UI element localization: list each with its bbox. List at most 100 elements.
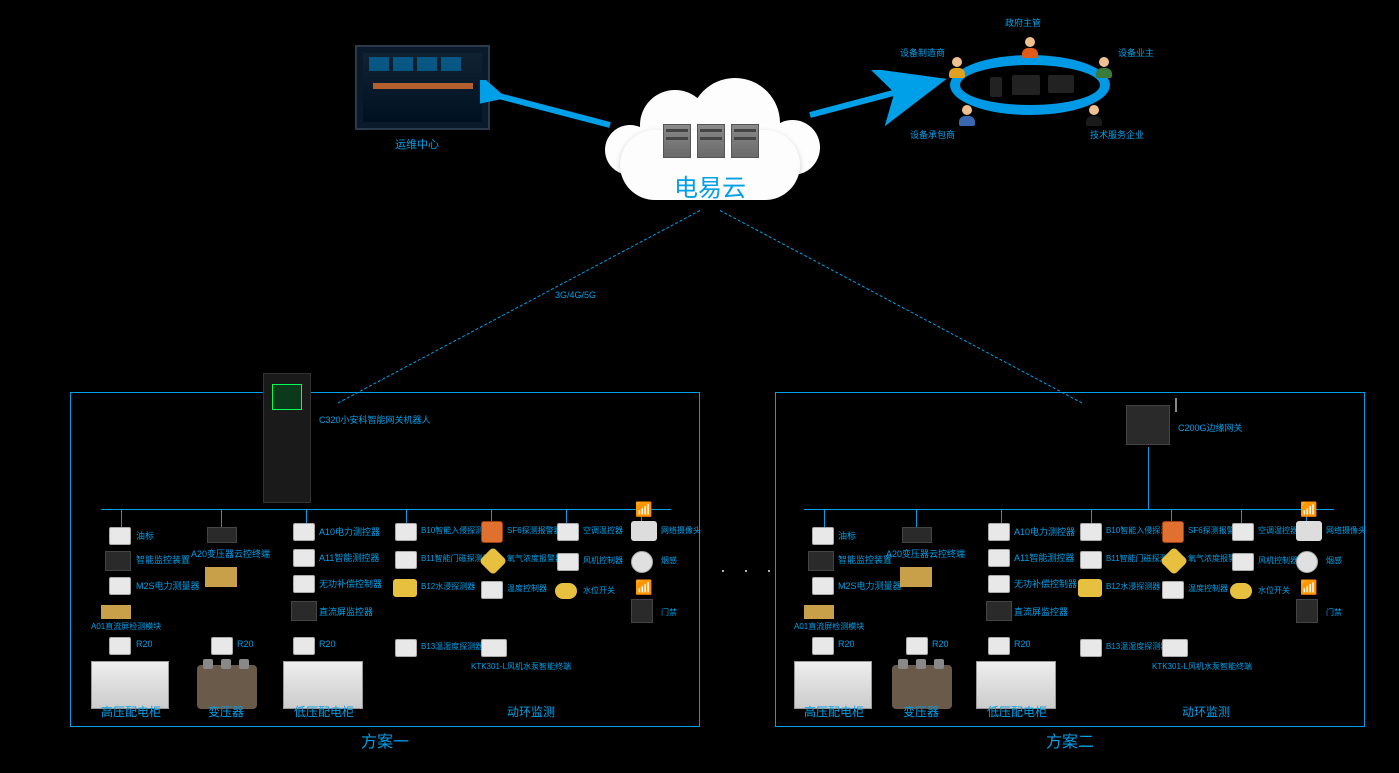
dev-label: B13温湿度探测器 bbox=[1106, 641, 1168, 652]
person-icon bbox=[1095, 57, 1113, 79]
server-icon bbox=[663, 124, 691, 158]
smoke-icon bbox=[631, 551, 653, 573]
desktop-icon bbox=[1048, 75, 1074, 93]
dev-label: 直流屏监控器 bbox=[1014, 605, 1068, 618]
hv-cabinet-icon bbox=[91, 661, 169, 709]
dashed-line-right bbox=[720, 210, 1082, 403]
person-icon bbox=[958, 105, 976, 127]
hv-cabinet-icon bbox=[794, 661, 872, 709]
dev-label: 油标 bbox=[838, 529, 856, 542]
section-env-label: 动环监测 bbox=[471, 703, 591, 720]
dev-label: 烟感 bbox=[1326, 555, 1342, 566]
gateway-box bbox=[1126, 405, 1170, 445]
gateway-label: C200G边缘网关 bbox=[1178, 421, 1243, 434]
dev-label: A11智能测控器 bbox=[1014, 551, 1074, 564]
dev-label: 门禁 bbox=[661, 607, 677, 618]
stakeholder-ring bbox=[930, 35, 1130, 135]
dev-label: B13温湿度探测器 bbox=[421, 641, 483, 652]
cloud-title: 电易云 bbox=[605, 168, 815, 203]
door-icon bbox=[1296, 599, 1318, 623]
dev-label: 网络摄像头 bbox=[1326, 525, 1366, 536]
section-lv-label: 低压配电柜 bbox=[279, 703, 369, 720]
dev-label: R20 bbox=[1014, 639, 1031, 649]
dev-label: M2S电力测量器 bbox=[136, 579, 200, 592]
scheme-1-title: 方案一 bbox=[71, 728, 699, 752]
dev-label: A20变压器云控终端 bbox=[886, 547, 965, 560]
stakeholder-top-label: 政府主管 bbox=[1005, 16, 1041, 29]
dashed-line-left bbox=[338, 210, 700, 403]
dev-label: M2S电力测量器 bbox=[838, 579, 902, 592]
server-icon bbox=[697, 124, 725, 158]
dev-label: 风机控制器 bbox=[1258, 555, 1298, 566]
dev-label: 门禁 bbox=[1326, 607, 1342, 618]
dev-label: B12水浸探测器 bbox=[421, 581, 475, 592]
network-label: 3G/4G/5G bbox=[555, 290, 596, 300]
dev-label: 智能监控装置 bbox=[838, 553, 892, 566]
section-env-label: 动环监测 bbox=[1146, 703, 1266, 720]
dev-label: 无功补偿控制器 bbox=[1014, 577, 1077, 590]
arrow-to-stakeholders bbox=[800, 70, 950, 130]
phone-icon bbox=[990, 77, 1002, 97]
section-hv-label: 高压配电柜 bbox=[794, 703, 874, 720]
section-xfmr-label: 变压器 bbox=[886, 703, 956, 720]
lv-cabinet-icon bbox=[976, 661, 1056, 709]
dev-label: 直流屏监控器 bbox=[319, 605, 373, 618]
gateway-cabinet bbox=[263, 373, 311, 503]
dev-label: 油标 bbox=[136, 529, 154, 542]
dev-label: SF6探测报警器 bbox=[507, 525, 562, 536]
stakeholder-ul-label: 设备制造商 bbox=[900, 46, 945, 59]
monitoring-center-image bbox=[355, 45, 490, 130]
door-icon bbox=[631, 599, 653, 623]
server-icon bbox=[731, 124, 759, 158]
stakeholder-lr-label: 技术服务企业 bbox=[1090, 128, 1144, 141]
dev-label: R20 bbox=[932, 639, 949, 649]
dev-label: 空调温控器 bbox=[1258, 525, 1298, 536]
monitoring-center-label: 运维中心 bbox=[395, 136, 439, 152]
stakeholder-ll-label: 设备承包商 bbox=[910, 128, 955, 141]
dev-label: 无功补偿控制器 bbox=[319, 577, 382, 590]
dev-label: KTK301-L风机水泵智能终端 bbox=[1152, 661, 1252, 672]
dev-label: 温度控制器 bbox=[507, 583, 547, 594]
dev-label: R20 bbox=[237, 639, 254, 649]
dev-label: 水位开关 bbox=[583, 585, 615, 596]
camera-icon bbox=[631, 521, 657, 541]
wifi-icon: 📶 bbox=[635, 501, 652, 518]
dev-label: A01直流屏检测模块 bbox=[91, 621, 161, 632]
wifi-icon: 📶 bbox=[1300, 579, 1317, 596]
laptop-icon bbox=[1012, 75, 1040, 95]
dev-label: 水位开关 bbox=[1258, 585, 1290, 596]
scheme-1: 方案一 C320小安科智能网关机器人 油标 智能监控装置 M2S电力测量器 A0… bbox=[70, 392, 700, 727]
wifi-icon: 📶 bbox=[1300, 501, 1317, 518]
dev-label: 网络摄像头 bbox=[661, 525, 701, 536]
arrow-to-monitoring bbox=[480, 80, 620, 140]
section-lv-label: 低压配电柜 bbox=[972, 703, 1062, 720]
dev-label: 氧气浓度报警器 bbox=[507, 553, 563, 564]
scheme-2-title: 方案二 bbox=[776, 728, 1364, 752]
dev-label: 智能监控装置 bbox=[136, 553, 190, 566]
camera-icon bbox=[1296, 521, 1322, 541]
dev-label: R20 bbox=[136, 639, 153, 649]
lv-cabinet-icon bbox=[283, 661, 363, 709]
person-icon bbox=[1021, 37, 1039, 59]
dev-label: B12水浸探测器 bbox=[1106, 581, 1160, 592]
dev-label: A11智能测控器 bbox=[319, 551, 379, 564]
scheme-2: 方案二 C200G边缘网关 油标 智能监控装置 M2S电力测量器 A01直流屏检… bbox=[775, 392, 1365, 727]
stakeholder-ur-label: 设备业主 bbox=[1118, 46, 1154, 59]
ellipsis: · · · bbox=[720, 560, 778, 581]
dev-label: 空调温控器 bbox=[583, 525, 623, 536]
dev-label: A20变压器云控终端 bbox=[191, 547, 270, 560]
cloud: 电易云 bbox=[605, 90, 815, 220]
dev-label: A01直流屏检测模块 bbox=[794, 621, 864, 632]
wifi-icon: 📶 bbox=[635, 579, 652, 596]
dev-label: 烟感 bbox=[661, 555, 677, 566]
dev-label: 温度控制器 bbox=[1188, 583, 1228, 594]
dev-label: A10电力测控器 bbox=[1014, 525, 1075, 538]
dev-label: A10电力测控器 bbox=[319, 525, 380, 538]
section-hv-label: 高压配电柜 bbox=[91, 703, 171, 720]
person-icon bbox=[1085, 105, 1103, 127]
dev-label: R20 bbox=[838, 639, 855, 649]
dev-label: R20 bbox=[319, 639, 336, 649]
gateway-label: C320小安科智能网关机器人 bbox=[319, 413, 431, 426]
dev-label: KTK301-L风机水泵智能终端 bbox=[471, 661, 571, 672]
dev-label: 风机控制器 bbox=[583, 555, 623, 566]
